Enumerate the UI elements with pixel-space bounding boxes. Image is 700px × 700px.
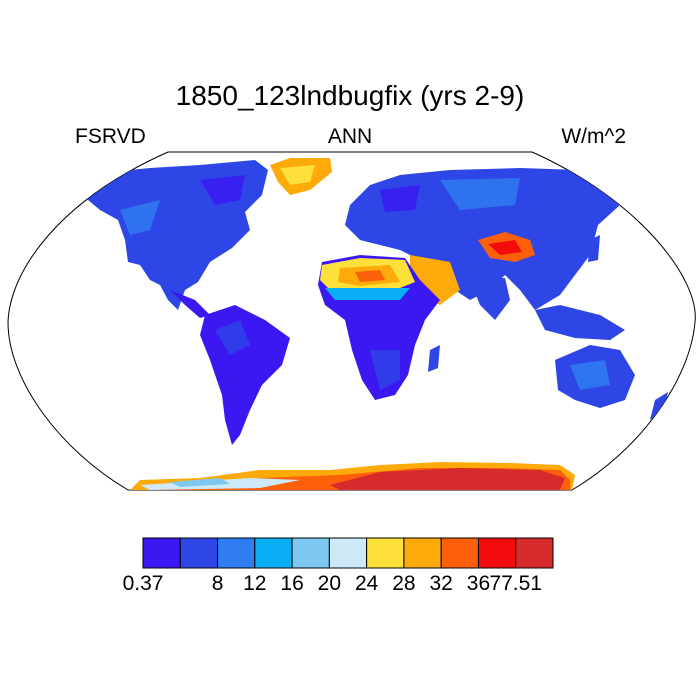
colorbar-tick-label: 16 [280, 572, 304, 595]
colorbar-tick-label: 0.37 [122, 572, 164, 595]
plot-title: 1850_123lndbugfix (yrs 2-9) [175, 80, 525, 111]
colorbar [142, 537, 554, 569]
colorbar-tick-label: 20 [317, 572, 342, 595]
colorbar-box [440, 537, 479, 569]
variable-name: FSRVD [75, 125, 146, 148]
colorbar-box [142, 537, 181, 569]
colorbar-box [328, 537, 368, 569]
colorbar-tick-label: 24 [354, 572, 379, 595]
southeast-asia [535, 305, 625, 340]
colorbar-box [403, 537, 442, 569]
units-label: W/m^2 [561, 125, 626, 148]
colorbar-tick-label: 12 [243, 572, 267, 595]
central-america [170, 290, 210, 318]
colorbar-tick-label: 8 [211, 572, 224, 595]
colorbar-tick-label: 28 [392, 572, 416, 595]
india [470, 278, 510, 320]
colorbar-box [477, 537, 517, 569]
colorbar-box [291, 537, 330, 569]
colorbar-tick-label: 77.51 [489, 572, 542, 595]
colorbar-box [217, 537, 256, 569]
colorbar-box [254, 537, 293, 569]
colorbar-box [366, 537, 405, 569]
season-label: ANN [327, 125, 373, 148]
colorbar-tick-label: 32 [429, 572, 453, 595]
colorbar-tick-label: 36 [466, 572, 491, 595]
colorbar-box [179, 537, 219, 569]
colorbar-box [515, 537, 554, 569]
